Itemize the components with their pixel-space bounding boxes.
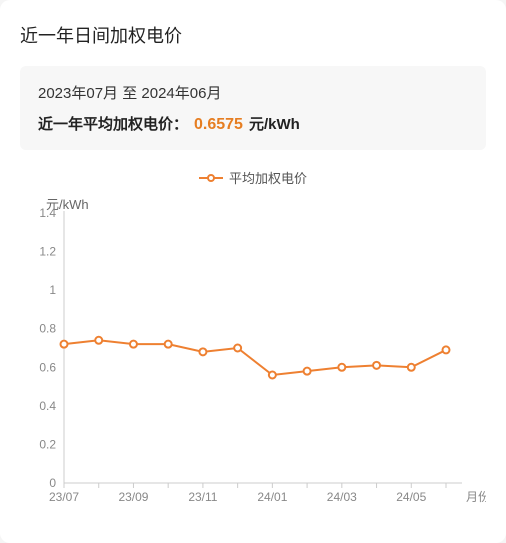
avg-label: 近一年平均加权电价： bbox=[38, 113, 188, 134]
avg-value: 0.6575 bbox=[194, 116, 243, 134]
series-line bbox=[64, 340, 446, 375]
y-tick-label: 0.8 bbox=[39, 322, 56, 336]
data-point[interactable] bbox=[95, 337, 102, 344]
data-point[interactable] bbox=[61, 341, 68, 348]
data-point[interactable] bbox=[269, 372, 276, 379]
chart-legend: 平均加权电价 bbox=[20, 168, 486, 187]
data-point[interactable] bbox=[373, 362, 380, 369]
line-chart: 元/kWh00.20.40.60.811.21.423/0723/0923/11… bbox=[20, 193, 486, 513]
card: 近一年日间加权电价 2023年07月 至 2024年06月 近一年平均加权电价：… bbox=[0, 0, 506, 543]
data-point[interactable] bbox=[130, 341, 137, 348]
x-tick-label: 23/11 bbox=[188, 490, 217, 504]
avg-row: 近一年平均加权电价： 0.6575 元/kWh bbox=[38, 113, 468, 134]
data-point[interactable] bbox=[408, 364, 415, 371]
page-title: 近一年日间加权电价 bbox=[20, 22, 486, 48]
data-point[interactable] bbox=[304, 368, 311, 375]
data-point[interactable] bbox=[165, 341, 172, 348]
legend-label: 平均加权电价 bbox=[229, 168, 307, 187]
x-tick-label: 23/09 bbox=[118, 490, 148, 504]
y-tick-label: 1.4 bbox=[39, 206, 56, 220]
data-point[interactable] bbox=[443, 346, 450, 353]
legend-marker-icon bbox=[199, 173, 223, 183]
y-tick-label: 0.6 bbox=[39, 360, 56, 374]
x-tick-label: 24/03 bbox=[327, 490, 357, 504]
y-tick-label: 1 bbox=[49, 283, 56, 297]
data-point[interactable] bbox=[199, 348, 206, 355]
data-point[interactable] bbox=[234, 345, 241, 352]
summary-box: 2023年07月 至 2024年06月 近一年平均加权电价： 0.6575 元/… bbox=[20, 66, 486, 150]
avg-unit: 元/kWh bbox=[249, 113, 300, 134]
x-tick-label: 24/05 bbox=[396, 490, 426, 504]
date-range-text: 2023年07月 至 2024年06月 bbox=[38, 82, 468, 103]
y-tick-label: 0 bbox=[49, 476, 56, 490]
chart-area: 元/kWh00.20.40.60.811.21.423/0723/0923/11… bbox=[20, 193, 486, 513]
x-axis-unit: 月份 bbox=[466, 490, 486, 504]
x-tick-label: 24/01 bbox=[257, 490, 287, 504]
y-tick-label: 0.2 bbox=[39, 437, 56, 451]
y-tick-label: 0.4 bbox=[39, 399, 56, 413]
x-tick-label: 23/07 bbox=[49, 490, 79, 504]
y-tick-label: 1.2 bbox=[39, 245, 56, 259]
data-point[interactable] bbox=[338, 364, 345, 371]
